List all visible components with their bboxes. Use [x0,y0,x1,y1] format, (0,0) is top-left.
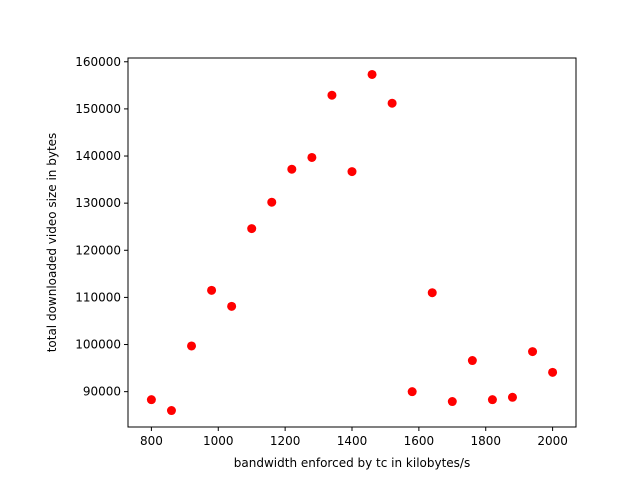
y-axis-label: total downloaded video size in bytes [45,133,59,353]
y-tick-label: 150000 [75,102,121,116]
data-point-17 [467,356,477,366]
data-point-11 [347,167,357,177]
plot-frame [127,57,577,428]
data-point-6 [247,224,257,234]
data-point-14 [407,387,417,397]
data-point-7 [267,197,277,207]
data-points [146,69,558,416]
data-point-18 [487,395,497,405]
y-axis-ticks: 90000 100000 110000 120000 130000 140000 15000… [75,55,128,399]
data-point-9 [307,152,317,162]
x-tick-label: 1400 [337,434,368,448]
y-tick-label: 90000 [83,385,121,399]
y-tick-label: 100000 [75,338,121,352]
x-tick-label: 800 [140,434,163,448]
x-tick-label: 1800 [470,434,501,448]
x-tick-label: 1600 [404,434,435,448]
data-point-19 [507,392,517,402]
data-point-20 [528,347,538,357]
data-point-2 [166,406,176,416]
data-point-10 [327,90,337,100]
data-point-16 [447,397,457,407]
y-tick-label: 130000 [75,196,121,210]
data-point-13 [387,98,397,108]
plot-area [128,58,576,427]
x-tick-label: 1000 [203,434,234,448]
y-tick-label: 110000 [75,290,121,304]
x-tick-label: 1200 [270,434,301,448]
y-tick-label: 140000 [75,149,121,163]
data-point-15 [427,288,437,298]
data-point-8 [287,164,297,174]
data-point-4 [207,285,217,295]
data-point-5 [227,301,237,311]
y-tick-label: 160000 [75,55,121,69]
data-point-1 [146,395,156,405]
data-point-12 [367,69,377,79]
x-tick-label: 2000 [537,434,568,448]
x-axis-label: bandwidth enforced by tc in kilobytes/s [234,456,470,470]
data-point-21 [548,367,558,377]
y-tick-label: 120000 [75,243,121,257]
data-point-3 [187,341,197,351]
x-axis-ticks: 800 1000 1200 1400 1600 1800 2000 [140,427,568,448]
